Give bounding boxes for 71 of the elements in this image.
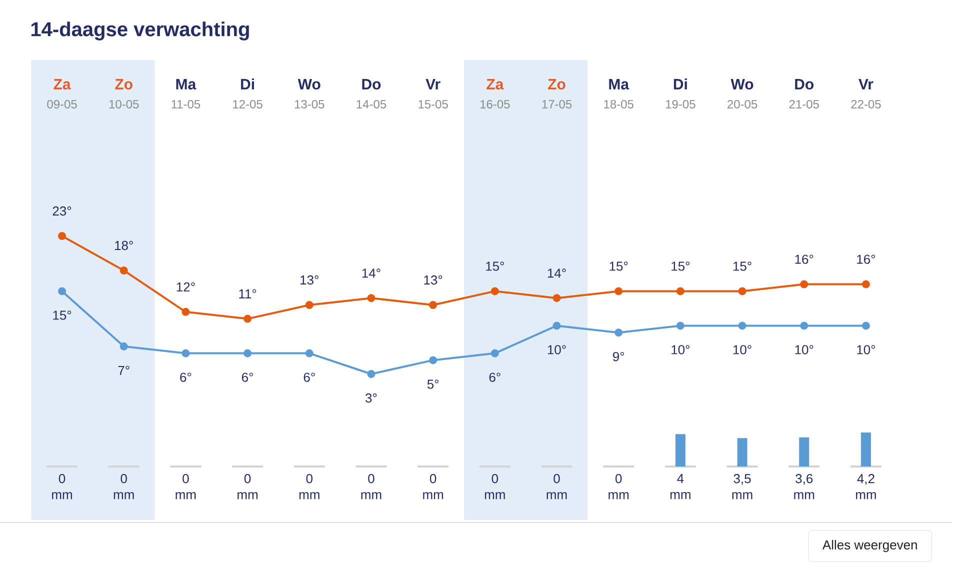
- x-tick-label: Wo 13-05: [294, 79, 324, 108]
- point: [244, 349, 252, 358]
- point: [738, 322, 746, 330]
- point: [862, 322, 870, 330]
- point: [305, 349, 314, 358]
- data-label: 10°: [548, 345, 566, 354]
- x-tick-label: Di 19-05: [666, 78, 696, 108]
- point: [305, 300, 314, 309]
- data-label: 10°: [795, 345, 814, 354]
- data-label: 14°: [548, 268, 566, 278]
- data-label: 10°: [672, 345, 690, 354]
- data-label: 10°: [733, 345, 752, 354]
- point: [614, 328, 623, 337]
- data-label: 6°: [304, 372, 315, 382]
- point: [429, 300, 438, 309]
- point: [800, 322, 808, 330]
- data-label: 5°: [427, 380, 438, 389]
- x-tick-label: Do 14-05: [356, 79, 386, 108]
- data-label: 13°: [300, 275, 318, 285]
- point: [367, 294, 376, 302]
- point: [676, 287, 684, 296]
- data-label: 16°: [795, 254, 814, 264]
- data-label: 6°: [489, 372, 500, 382]
- data-label: 15°: [53, 310, 72, 320]
- point: [614, 287, 623, 296]
- data-label: 11°: [239, 289, 256, 298]
- data-label: 7°: [118, 366, 130, 375]
- data-label: 9°: [612, 352, 624, 362]
- point: [429, 356, 438, 364]
- data-label: 14°: [362, 268, 380, 278]
- point: [367, 370, 376, 378]
- data-label: 15°: [672, 262, 690, 271]
- point: [552, 322, 561, 330]
- x-tick-label: Di 12-05: [233, 78, 262, 108]
- point: [182, 308, 190, 316]
- x-tick-label: Zo 10-05: [109, 79, 139, 108]
- x-tick-label: Vr 15-05: [418, 79, 448, 108]
- data-label: 6°: [242, 372, 253, 382]
- x-tick-label: Ma 11-05: [172, 79, 200, 108]
- x-tick-label: Wo 20-05: [728, 79, 758, 108]
- x-tick-label: Zo 17-05: [542, 79, 572, 108]
- data-label: 16°: [857, 254, 875, 264]
- x-tick-label: Za 16-05: [480, 79, 510, 108]
- point: [800, 280, 808, 288]
- data-label: 15°: [733, 262, 752, 271]
- point: [552, 294, 561, 302]
- data-label: 10°: [857, 345, 875, 354]
- data-label: 15°: [610, 262, 628, 271]
- point: [120, 342, 128, 350]
- x-tick-label: Ma 18-05: [604, 79, 634, 108]
- point: [490, 287, 499, 296]
- point: [676, 322, 684, 330]
- point: [182, 349, 190, 358]
- data-label: 12°: [176, 282, 195, 292]
- x-tick-label: Vr 22-05: [851, 79, 881, 108]
- point: [58, 232, 66, 240]
- x-tick-label: Za 09-05: [47, 79, 77, 108]
- data-label: 23°: [52, 206, 72, 216]
- point: [490, 349, 499, 358]
- point: [738, 287, 746, 296]
- x-tick-label: Do 21-05: [789, 79, 819, 108]
- chart-title: 14-daagse verwachting: [31, 22, 249, 40]
- data-label: 13°: [424, 275, 442, 285]
- data-label: 3°: [366, 393, 377, 403]
- data-label: 18°: [115, 240, 133, 250]
- data-label: 6°: [180, 372, 192, 382]
- point: [244, 314, 252, 323]
- point: [58, 287, 66, 296]
- point: [862, 280, 870, 288]
- data-label: 15°: [486, 262, 504, 271]
- point: [120, 266, 128, 274]
